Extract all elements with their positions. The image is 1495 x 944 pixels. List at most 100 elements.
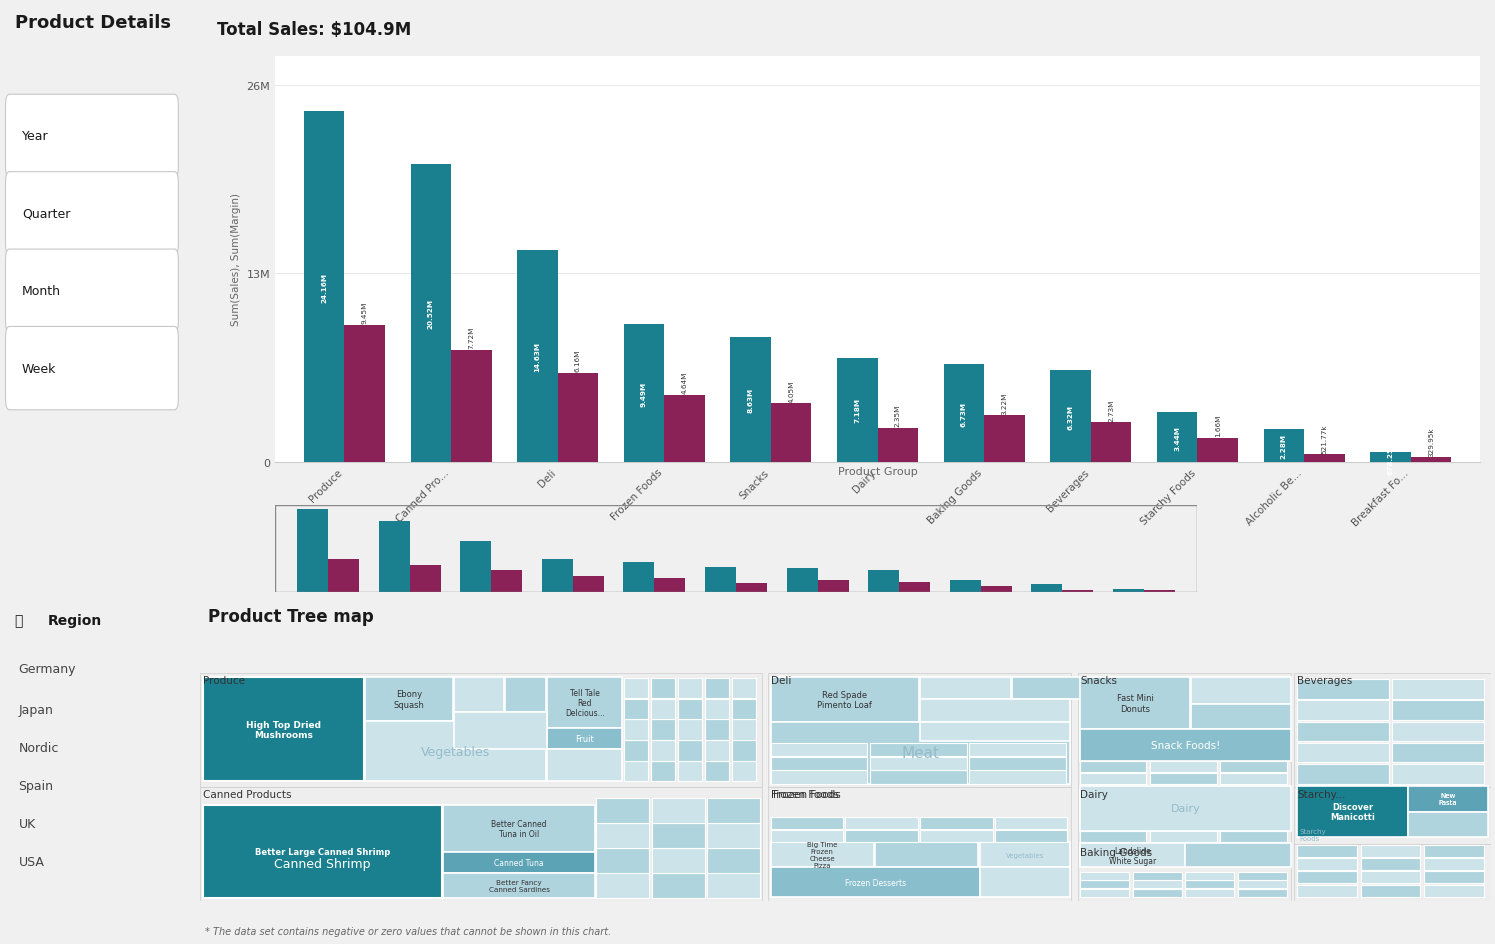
Text: Vegetables: Vegetables [422, 745, 490, 758]
Bar [704, 678, 730, 699]
Bar [1081, 678, 1190, 729]
Bar [943, 365, 984, 463]
Bar [1298, 885, 1357, 897]
Bar [1298, 680, 1389, 699]
Text: 329.95k: 329.95k [1428, 427, 1434, 456]
Bar [1392, 765, 1485, 784]
Bar [1220, 831, 1287, 842]
Bar [677, 740, 703, 761]
Bar [1081, 831, 1147, 842]
Bar [1081, 889, 1129, 897]
Bar [979, 868, 1070, 897]
Bar [704, 740, 730, 761]
Text: Dairy: Dairy [1171, 803, 1200, 814]
Bar [870, 770, 967, 784]
Text: Beverages: Beverages [1298, 675, 1353, 685]
Text: USA: USA [18, 855, 45, 868]
Bar [1150, 773, 1217, 784]
Bar [770, 678, 919, 722]
Bar [875, 842, 978, 868]
Text: Region: Region [48, 614, 102, 627]
Bar [410, 565, 441, 592]
Y-axis label: Sum(Sales), Sum(Margin): Sum(Sales), Sum(Margin) [230, 194, 241, 326]
Bar [664, 396, 704, 463]
Text: Discover
Manicotti: Discover Manicotti [1331, 802, 1375, 821]
Text: 6.73M: 6.73M [961, 401, 967, 427]
Bar [733, 699, 756, 719]
Bar [1360, 845, 1420, 857]
Bar [1051, 371, 1091, 463]
Bar [704, 699, 730, 719]
Bar [1298, 743, 1389, 763]
Bar [200, 787, 761, 902]
Bar [921, 818, 993, 830]
Text: High Top Dried
Mushrooms: High Top Dried Mushrooms [247, 720, 321, 739]
Bar [770, 842, 873, 868]
Bar [652, 823, 704, 848]
Bar [1081, 843, 1186, 868]
Text: Week: Week [22, 362, 57, 375]
Bar [1091, 423, 1132, 463]
Bar [1392, 722, 1485, 741]
Text: 7.18M: 7.18M [854, 398, 860, 423]
Bar [378, 522, 410, 592]
Bar [1081, 729, 1290, 761]
Bar [1425, 858, 1485, 870]
Bar [505, 678, 546, 712]
Bar [677, 761, 703, 782]
Text: Canned Tuna: Canned Tuna [495, 858, 544, 867]
Bar [898, 582, 930, 592]
Bar [1425, 845, 1485, 857]
Bar [623, 761, 647, 782]
Text: Ebony
Squash: Ebony Squash [393, 690, 425, 709]
Bar [1078, 787, 1290, 845]
Bar [1298, 871, 1357, 884]
Bar [597, 873, 649, 898]
Bar [921, 700, 1070, 722]
Bar [492, 571, 522, 592]
Bar [365, 721, 546, 782]
FancyBboxPatch shape [6, 328, 178, 411]
Bar [1425, 885, 1485, 897]
Bar [846, 818, 918, 830]
Bar [1150, 831, 1217, 842]
Text: Japan: Japan [18, 703, 54, 716]
Bar [460, 542, 492, 592]
Bar [454, 712, 547, 750]
Text: 7.72M: 7.72M [468, 327, 474, 349]
Bar [1081, 762, 1147, 772]
Bar [921, 678, 1011, 700]
Bar [650, 699, 676, 719]
Bar [1081, 773, 1147, 784]
Text: Total Sales: $104.9M: Total Sales: $104.9M [217, 21, 411, 39]
Bar [547, 728, 622, 750]
Text: Canned Products: Canned Products [203, 789, 292, 800]
Bar [707, 798, 761, 823]
Bar [303, 112, 344, 463]
Bar [344, 326, 384, 463]
Text: Vegetables: Vegetables [1006, 851, 1044, 858]
Bar [1360, 885, 1420, 897]
Bar [770, 830, 843, 842]
Text: Better Fancy
Canned Sardines: Better Fancy Canned Sardines [489, 879, 550, 892]
Bar [1063, 590, 1093, 592]
Bar [707, 873, 761, 898]
Text: UK: UK [18, 817, 36, 830]
Text: Product Tree map: Product Tree map [208, 607, 374, 625]
Bar [786, 569, 818, 592]
Bar [1425, 871, 1485, 884]
Bar [655, 578, 685, 592]
Text: Starchy
Foods: Starchy Foods [1299, 828, 1326, 841]
Text: Frozen Foods: Frozen Foods [773, 789, 840, 800]
Bar [451, 350, 492, 463]
Bar [547, 750, 622, 782]
Text: Starchy...: Starchy... [1298, 789, 1346, 800]
Bar [870, 743, 967, 756]
Bar [704, 719, 730, 740]
Bar [298, 509, 327, 592]
Bar [1220, 762, 1287, 772]
Bar [733, 761, 756, 782]
Bar [1078, 845, 1290, 902]
Text: Year: Year [22, 130, 49, 143]
Bar [1298, 722, 1389, 741]
